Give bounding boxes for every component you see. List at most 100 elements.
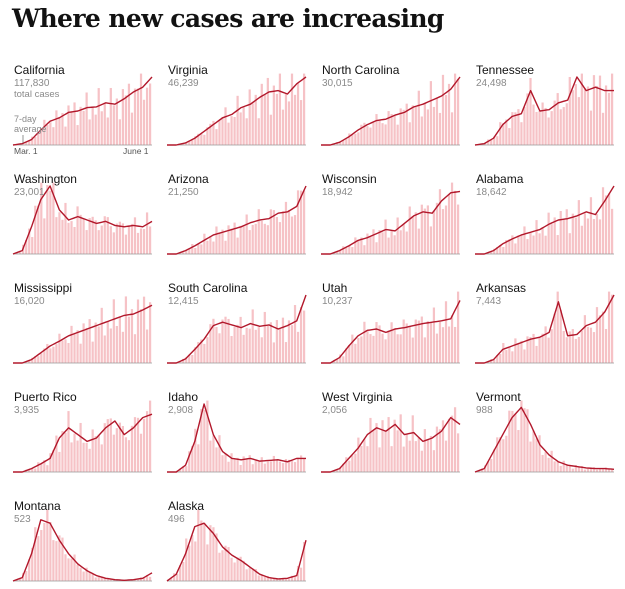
daily-bar [267, 78, 269, 145]
daily-bar [67, 558, 69, 581]
daily-bar [86, 230, 88, 254]
daily-bar [215, 327, 217, 363]
daily-bar [110, 328, 112, 363]
daily-bar [243, 107, 245, 145]
daily-bar [212, 242, 214, 254]
daily-bar [566, 465, 568, 472]
panel-total: 3,935 [14, 405, 39, 416]
panel-total: 18,642 [476, 187, 507, 198]
daily-bar [46, 465, 48, 472]
daily-bar [58, 452, 60, 472]
daily-bar [445, 206, 447, 254]
daily-bar [282, 110, 284, 145]
daily-bar [535, 220, 537, 254]
daily-bar [424, 337, 426, 363]
daily-bar [285, 202, 287, 254]
daily-bar [436, 97, 438, 145]
daily-bar [602, 187, 604, 254]
daily-bar [587, 219, 589, 254]
daily-bar [599, 76, 601, 145]
daily-bar [372, 336, 374, 363]
daily-bar [342, 246, 344, 254]
daily-bar [514, 243, 516, 254]
daily-bar [572, 329, 574, 363]
daily-bar [73, 434, 75, 472]
daily-bar [258, 575, 260, 581]
daily-bar [276, 320, 278, 363]
daily-bar [529, 233, 531, 254]
daily-bar [409, 441, 411, 472]
daily-bar [261, 457, 263, 472]
panel-name: California [14, 63, 65, 77]
daily-bar [237, 558, 239, 581]
daily-bar [98, 435, 100, 472]
daily-bar [391, 230, 393, 254]
daily-bar [517, 235, 519, 254]
daily-bar [79, 107, 81, 145]
daily-bar [593, 75, 595, 145]
daily-bar [55, 344, 57, 363]
daily-bar [243, 225, 245, 254]
daily-bar [454, 327, 456, 363]
daily-bar [369, 236, 371, 254]
daily-bar [249, 230, 251, 254]
daily-bar [61, 431, 63, 472]
daily-bar [400, 334, 402, 363]
daily-bar [538, 338, 540, 363]
daily-bar [182, 562, 184, 581]
daily-bar [64, 339, 66, 363]
daily-bar [89, 449, 91, 472]
daily-bar [209, 236, 211, 254]
daily-bar [535, 346, 537, 363]
daily-bar [363, 245, 365, 254]
daily-bar [406, 232, 408, 254]
daily-bar [276, 461, 278, 472]
daily-bar [372, 122, 374, 145]
daily-bar [427, 321, 429, 363]
daily-bar [608, 193, 610, 254]
daily-bar [291, 74, 293, 145]
daily-bar [55, 541, 57, 581]
daily-bar [191, 355, 193, 363]
daily-bar [221, 455, 223, 472]
daily-bar [511, 351, 513, 363]
daily-bar [424, 104, 426, 145]
daily-bar [267, 326, 269, 363]
daily-bar [224, 454, 226, 472]
daily-bar [511, 411, 513, 472]
panel-name: Arkansas [476, 281, 526, 295]
daily-bar [70, 326, 72, 363]
daily-bar [523, 349, 525, 363]
daily-bar [560, 211, 562, 254]
daily-bar [92, 429, 94, 472]
daily-bar [394, 420, 396, 472]
daily-bar [387, 331, 389, 363]
panel-name: Vermont [476, 390, 521, 404]
daily-bar [611, 209, 613, 254]
daily-bar [243, 335, 245, 363]
daily-bar [418, 229, 420, 254]
daily-bar [375, 423, 377, 472]
daily-bar [499, 354, 501, 363]
daily-bar [391, 446, 393, 472]
daily-bar [270, 322, 272, 363]
daily-bar [279, 462, 281, 472]
daily-bar [203, 135, 205, 145]
daily-bar [89, 119, 91, 145]
daily-bar [76, 565, 78, 581]
daily-bar [545, 108, 547, 145]
daily-bar [243, 561, 245, 581]
daily-bar [548, 338, 550, 363]
daily-bar [502, 123, 504, 145]
daily-bar [61, 340, 63, 363]
daily-bar [230, 453, 232, 472]
daily-bar [427, 440, 429, 472]
panel-total: 12,415 [168, 296, 199, 307]
daily-bar [203, 523, 205, 581]
